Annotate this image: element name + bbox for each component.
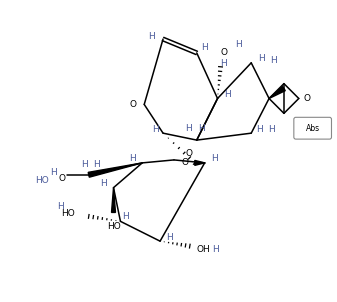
Text: H: H xyxy=(224,90,231,99)
Text: O: O xyxy=(59,174,65,183)
Text: H: H xyxy=(270,56,276,65)
Text: H: H xyxy=(93,160,100,169)
Text: H: H xyxy=(50,168,56,177)
Text: H: H xyxy=(235,40,242,50)
Text: HO: HO xyxy=(35,176,49,185)
Polygon shape xyxy=(88,163,142,177)
Text: H: H xyxy=(198,124,205,133)
Text: H: H xyxy=(212,245,219,254)
Text: H: H xyxy=(258,54,265,63)
Text: H: H xyxy=(152,125,158,134)
Text: H: H xyxy=(166,233,173,242)
Text: O: O xyxy=(130,100,137,109)
Text: O: O xyxy=(303,94,310,103)
FancyBboxPatch shape xyxy=(294,117,332,139)
Polygon shape xyxy=(269,86,285,98)
Text: H: H xyxy=(211,154,218,163)
Text: H: H xyxy=(185,124,192,133)
Text: H: H xyxy=(201,43,208,53)
Text: O: O xyxy=(181,158,188,167)
Text: H: H xyxy=(58,202,64,211)
Text: H: H xyxy=(82,160,88,169)
Text: Abs: Abs xyxy=(306,124,320,133)
Text: O: O xyxy=(185,149,192,159)
Text: H: H xyxy=(148,32,155,40)
Polygon shape xyxy=(112,188,116,212)
Text: O: O xyxy=(221,48,228,57)
Text: H: H xyxy=(268,125,274,134)
Polygon shape xyxy=(195,160,205,165)
Text: H: H xyxy=(220,59,227,68)
Text: HO: HO xyxy=(106,222,120,231)
Text: H: H xyxy=(122,212,129,221)
Text: H: H xyxy=(256,125,263,134)
Text: H: H xyxy=(100,179,107,188)
Text: OH: OH xyxy=(197,245,211,254)
Text: H: H xyxy=(129,154,136,163)
Text: HO: HO xyxy=(61,209,75,218)
